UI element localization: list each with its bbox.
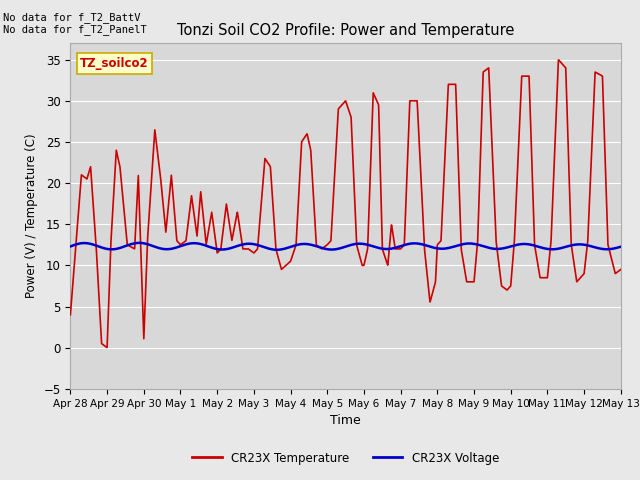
Text: No data for f_T2_BattV
No data for f_T2_PanelT: No data for f_T2_BattV No data for f_T2_… [3, 12, 147, 36]
X-axis label: Time: Time [330, 414, 361, 427]
Title: Tonzi Soil CO2 Profile: Power and Temperature: Tonzi Soil CO2 Profile: Power and Temper… [177, 23, 515, 38]
Y-axis label: Power (V) / Temperature (C): Power (V) / Temperature (C) [25, 134, 38, 298]
Legend: CR23X Temperature, CR23X Voltage: CR23X Temperature, CR23X Voltage [188, 447, 504, 469]
Text: TZ_soilco2: TZ_soilco2 [80, 57, 149, 70]
